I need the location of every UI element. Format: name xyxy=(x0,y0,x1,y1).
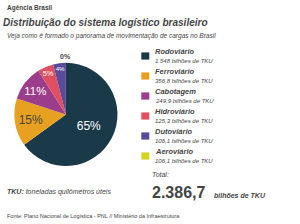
svg-text:Distribuição do sistema logíst: Distribuição do sistema logístico brasil… xyxy=(3,17,208,28)
svg-text:bilhões de TKU: bilhões de TKU xyxy=(214,192,266,199)
svg-text:4%: 4% xyxy=(56,65,65,72)
svg-text:0%: 0% xyxy=(60,53,71,60)
svg-text:2.386,7: 2.386,7 xyxy=(152,184,205,201)
svg-text:249,9 bilhões de TKU: 249,9 bilhões de TKU xyxy=(155,98,214,104)
svg-text:106,1 bilhões de TKU: 106,1 bilhões de TKU xyxy=(155,138,213,144)
svg-text:Agência Brasil: Agência Brasil xyxy=(7,4,52,12)
svg-text:Aeroviário: Aeroviário xyxy=(155,147,194,156)
svg-text:Total:: Total: xyxy=(152,171,169,178)
svg-text:106,1 bilhões de TKU: 106,1 bilhões de TKU xyxy=(155,158,213,164)
svg-text:TKU: toneladas quilômetros úte: TKU: toneladas quilômetros úteis xyxy=(7,188,111,196)
svg-text:65%: 65% xyxy=(77,119,101,133)
svg-text:Ferroviário: Ferroviário xyxy=(155,67,195,76)
svg-text:356,8 bilhões de TKU: 356,8 bilhões de TKU xyxy=(155,78,213,84)
svg-text:Veja como é formado o panorama: Veja como é formado o panorama de movime… xyxy=(7,32,216,40)
svg-text:Hidroviário: Hidroviário xyxy=(155,107,195,116)
svg-text:Cabotagem: Cabotagem xyxy=(155,87,196,96)
svg-text:1.548 bilhões de TKU: 1.548 bilhões de TKU xyxy=(155,58,213,64)
svg-text:Fonte: Plano Nacional de Logís: Fonte: Plano Nacional de Logística - PNL… xyxy=(7,213,180,219)
svg-text:125,3 bilhões de TKU: 125,3 bilhões de TKU xyxy=(155,118,213,124)
svg-text:5%: 5% xyxy=(43,69,54,78)
svg-text:15%: 15% xyxy=(19,113,43,127)
svg-text:11%: 11% xyxy=(24,85,46,97)
svg-text:Dutoviário: Dutoviário xyxy=(155,127,193,136)
svg-text:Rodoviário: Rodoviário xyxy=(155,47,195,56)
